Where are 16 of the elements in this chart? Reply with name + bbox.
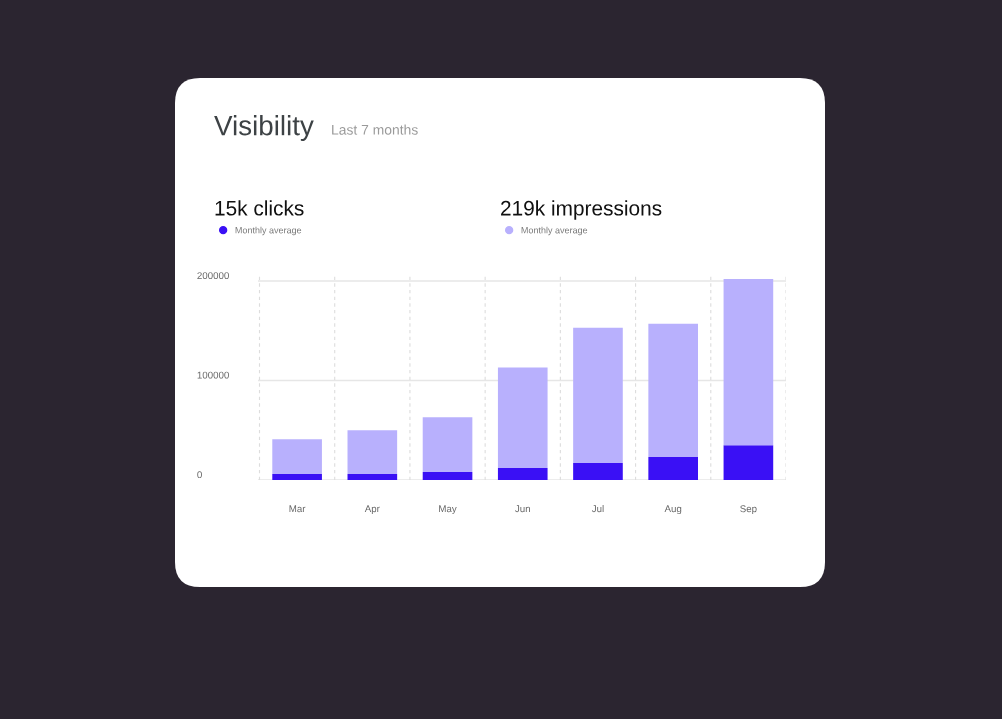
x-tick-label: Apr (364, 505, 380, 515)
x-tick-label: Mar (289, 505, 306, 513)
x-tick-label: May (439, 505, 457, 515)
text: 15k clicks (215, 200, 304, 216)
chart-title: Visibility (214, 115, 314, 141)
text: 219k impressions (501, 200, 662, 220)
x-tick-label: Jun (515, 505, 530, 513)
x-tick-label: Aug (664, 505, 682, 515)
chart-subtitle: Last 7 months (332, 124, 418, 135)
y-tick-label: 100000 (197, 371, 229, 379)
y-tick-label: 0 (197, 471, 202, 479)
legend-label: Monthly average (521, 226, 588, 236)
x-tick-label: Jul (591, 505, 604, 513)
legend-label: Monthly average (235, 226, 302, 236)
y-tick-label: 200000 (197, 272, 229, 280)
x-tick-label: Sep (740, 505, 757, 515)
